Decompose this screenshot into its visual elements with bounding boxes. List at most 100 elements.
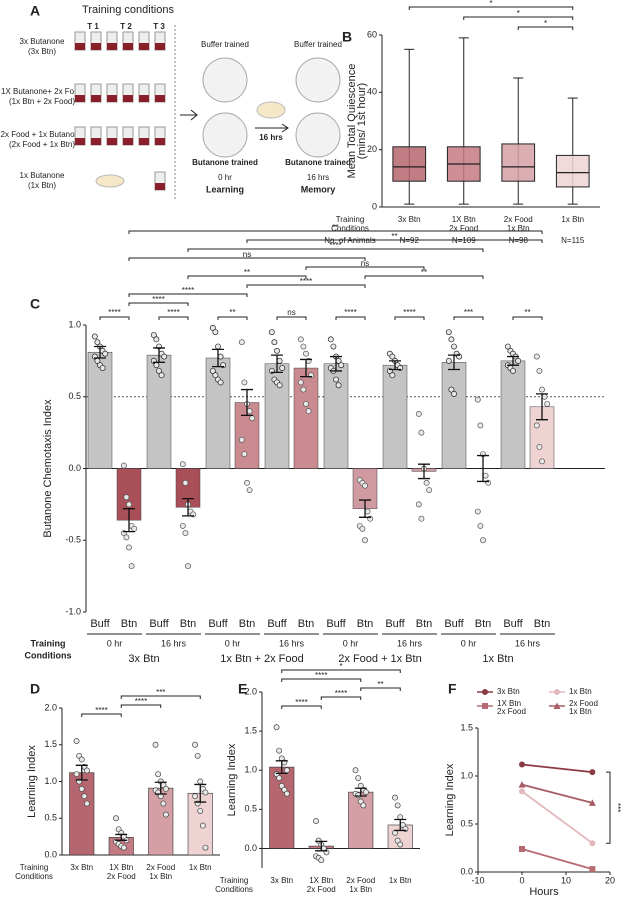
data-point <box>78 785 85 792</box>
data-point <box>241 379 248 386</box>
sig-bracket <box>360 687 401 691</box>
tube-liquid <box>107 95 117 102</box>
data-point <box>246 408 253 415</box>
sig-label: ns <box>287 308 295 317</box>
time-point: T 3 <box>153 22 165 31</box>
data-point <box>209 324 216 331</box>
box <box>555 154 590 188</box>
x-tick-label: Buff <box>385 618 405 630</box>
data-point <box>305 408 312 415</box>
buffer-trained-label: Buffer trained <box>201 40 249 49</box>
data-point <box>515 357 522 364</box>
data-point <box>392 794 398 801</box>
sig-label: *** <box>156 688 165 697</box>
marker <box>589 866 596 873</box>
x-tick-label: Buff <box>267 618 287 630</box>
data-point <box>415 411 422 417</box>
data-point <box>418 515 425 522</box>
error-bar <box>507 355 519 366</box>
bar <box>500 360 526 469</box>
data-point <box>209 367 216 374</box>
legend-label: 1x Btn <box>569 687 592 696</box>
row-label: Conditions <box>331 224 369 233</box>
data-point <box>279 365 286 371</box>
marker <box>588 799 596 806</box>
data-point <box>355 775 362 781</box>
plate <box>202 112 248 158</box>
data-point <box>362 537 368 544</box>
data-point <box>539 458 545 465</box>
data-point <box>389 353 396 360</box>
data-point <box>123 494 130 501</box>
sig-label: **** <box>300 277 312 286</box>
x-tick-label: 2x Food <box>504 215 533 224</box>
y-tick-label: -0.5 <box>65 535 81 545</box>
panel-label: D <box>30 681 40 697</box>
data-point <box>113 815 120 822</box>
error-bar <box>153 347 165 363</box>
data-point <box>297 336 304 343</box>
sig-label: **** <box>108 308 120 317</box>
marker <box>553 702 561 709</box>
x-tick-label: Btn <box>357 618 374 630</box>
x-tick-label: Buff <box>503 618 523 630</box>
marker <box>519 845 525 852</box>
sig-bracket <box>276 316 307 320</box>
y-tick-label: 20 <box>367 144 377 154</box>
data-point <box>153 336 160 343</box>
row-label: Training <box>30 638 65 648</box>
x-tick-label: Btn <box>416 618 433 630</box>
data-point <box>179 461 186 468</box>
data-point <box>451 390 457 397</box>
data-point <box>217 379 224 386</box>
y-tick-label: 0.5 <box>460 818 473 828</box>
data-point <box>73 738 80 745</box>
sig-label: **** <box>167 308 179 317</box>
x-tick-label: 1x Btn <box>189 863 212 872</box>
error-bar <box>182 497 194 517</box>
marker <box>519 788 525 795</box>
sig-label: * <box>489 0 492 8</box>
data-point <box>364 508 371 515</box>
data-point <box>161 353 168 360</box>
data-point <box>426 487 433 493</box>
data-point <box>539 386 545 393</box>
data-point <box>182 530 189 537</box>
data-point <box>474 396 481 403</box>
sig-bracket <box>217 316 248 320</box>
row-label: (3x Btn) <box>28 47 56 56</box>
x-tick-label: 3x Btn <box>70 863 93 872</box>
time-label: 0 hr <box>461 638 477 648</box>
data-point <box>276 382 283 389</box>
data-point <box>179 522 186 529</box>
data-point <box>360 802 367 809</box>
x-tick-label: Btn <box>239 618 256 630</box>
legend-label: 1x Btn <box>569 707 592 716</box>
sig-bracket <box>120 704 162 708</box>
data-point <box>150 332 157 338</box>
data-point <box>352 767 359 774</box>
error-bar <box>194 783 207 803</box>
sig-label: **** <box>344 308 356 317</box>
data-point <box>355 792 362 799</box>
data-point <box>217 353 224 360</box>
sig-label: **** <box>182 286 194 295</box>
sig-bracket <box>187 275 307 279</box>
row-label: 1x Butanone <box>20 171 65 180</box>
marker <box>482 703 488 709</box>
butanone-trained-label: Butanone trained <box>192 158 258 167</box>
error-bar <box>275 760 288 775</box>
y-tick-label: 0 <box>372 201 377 211</box>
x-tick-label: Buff <box>326 618 346 630</box>
sig-label: ** <box>524 308 530 317</box>
sig-bracket <box>320 696 362 700</box>
data-point <box>212 372 219 379</box>
data-point <box>83 767 90 774</box>
x-tick-label: 2x Food <box>346 876 375 885</box>
y-axis-label: Learning Index <box>26 745 38 818</box>
sig-bracket <box>606 771 611 844</box>
data-point <box>199 822 206 829</box>
legend-label: 2x Food <box>497 707 526 716</box>
tube-liquid <box>123 95 133 102</box>
data-point <box>120 844 127 851</box>
